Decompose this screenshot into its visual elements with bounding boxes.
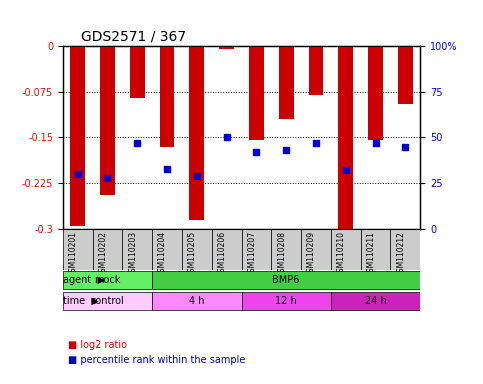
Point xyxy=(104,175,112,181)
Bar xyxy=(309,46,324,95)
FancyBboxPatch shape xyxy=(63,271,152,290)
Text: GDS2571 / 367: GDS2571 / 367 xyxy=(81,30,186,43)
Text: GSM110207: GSM110207 xyxy=(247,231,256,277)
Point xyxy=(342,167,350,174)
Bar xyxy=(368,46,383,141)
Point xyxy=(312,140,320,146)
FancyBboxPatch shape xyxy=(271,229,301,270)
Text: GSM110211: GSM110211 xyxy=(367,231,376,277)
Point xyxy=(74,171,82,177)
FancyBboxPatch shape xyxy=(152,229,182,270)
Point xyxy=(163,166,171,172)
Text: GSM110209: GSM110209 xyxy=(307,231,316,277)
Bar xyxy=(279,46,294,119)
FancyBboxPatch shape xyxy=(152,291,242,310)
Text: GSM110201: GSM110201 xyxy=(69,231,78,277)
Text: 12 h: 12 h xyxy=(275,296,297,306)
Point xyxy=(193,173,201,179)
Bar xyxy=(249,46,264,141)
FancyBboxPatch shape xyxy=(93,229,122,270)
FancyBboxPatch shape xyxy=(390,229,420,270)
Point xyxy=(282,147,290,153)
Text: GSM110203: GSM110203 xyxy=(128,231,137,277)
Text: agent  ▶: agent ▶ xyxy=(63,275,105,285)
Text: GSM110212: GSM110212 xyxy=(397,231,405,277)
Text: GSM110210: GSM110210 xyxy=(337,231,346,277)
FancyBboxPatch shape xyxy=(182,229,212,270)
Bar xyxy=(159,46,174,147)
Text: GSM110202: GSM110202 xyxy=(99,231,108,277)
FancyBboxPatch shape xyxy=(122,229,152,270)
Text: ■ percentile rank within the sample: ■ percentile rank within the sample xyxy=(68,355,245,365)
Point xyxy=(223,134,230,141)
FancyBboxPatch shape xyxy=(152,271,420,290)
Point xyxy=(133,140,141,146)
FancyBboxPatch shape xyxy=(301,229,331,270)
FancyBboxPatch shape xyxy=(361,229,390,270)
Bar xyxy=(219,46,234,49)
Text: mock: mock xyxy=(94,275,121,285)
FancyBboxPatch shape xyxy=(63,291,152,310)
FancyBboxPatch shape xyxy=(212,229,242,270)
Point xyxy=(372,140,380,146)
Text: GSM110208: GSM110208 xyxy=(277,231,286,277)
Text: 4 h: 4 h xyxy=(189,296,205,306)
Text: control: control xyxy=(91,296,124,306)
Point xyxy=(401,144,409,150)
Bar xyxy=(130,46,145,98)
Bar xyxy=(70,46,85,226)
Text: ■ log2 ratio: ■ log2 ratio xyxy=(68,340,127,350)
Text: GSM110206: GSM110206 xyxy=(218,231,227,277)
FancyBboxPatch shape xyxy=(242,229,271,270)
FancyBboxPatch shape xyxy=(63,229,93,270)
FancyBboxPatch shape xyxy=(331,229,361,270)
Bar xyxy=(189,46,204,220)
Text: time  ▶: time ▶ xyxy=(63,296,99,306)
Bar xyxy=(398,46,413,104)
Text: 24 h: 24 h xyxy=(365,296,386,306)
Text: BMP6: BMP6 xyxy=(272,275,300,285)
FancyBboxPatch shape xyxy=(242,291,331,310)
Point xyxy=(253,149,260,155)
Bar xyxy=(100,46,115,195)
Text: GSM110205: GSM110205 xyxy=(188,231,197,277)
Text: GSM110204: GSM110204 xyxy=(158,231,167,277)
FancyBboxPatch shape xyxy=(331,291,420,310)
Bar xyxy=(338,46,353,232)
